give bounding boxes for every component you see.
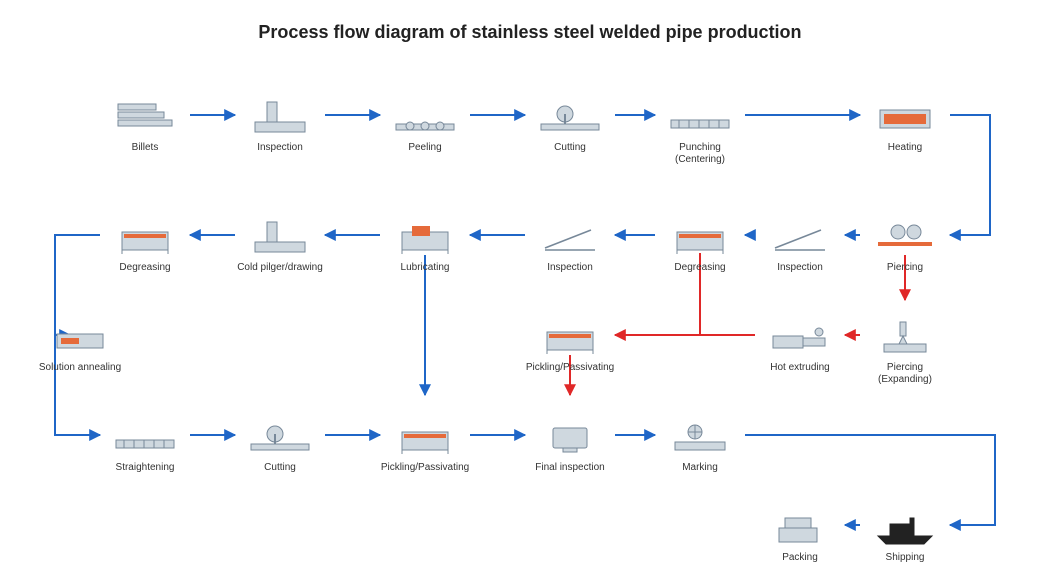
node-piercing2: Piercing (Expanding) (860, 320, 950, 385)
heating-icon (870, 100, 940, 138)
flow-lines (0, 0, 1060, 580)
piercing-label: Piercing (860, 262, 950, 274)
inspection2-icon (765, 220, 835, 258)
degreasing2-icon (110, 220, 180, 258)
lubricating-label: Lubricating (380, 262, 470, 274)
node-piercing: Piercing (860, 220, 950, 274)
solution-icon (45, 320, 115, 358)
node-lubricating: Lubricating (380, 220, 470, 274)
inspection1-icon (245, 100, 315, 138)
node-coldpilger: Cold pilger/drawing (235, 220, 325, 274)
node-peeling: Peeling (380, 100, 470, 154)
node-inspection3: Inspection (525, 220, 615, 274)
punching-label: Punching (Centering) (655, 142, 745, 165)
node-packing: Packing (755, 510, 845, 564)
hotextrude-label: Hot extruding (755, 362, 845, 374)
hotextrude-icon (765, 320, 835, 358)
piercing-icon (870, 220, 940, 258)
node-inspection2: Inspection (755, 220, 845, 274)
cutting2-icon (245, 420, 315, 458)
heating-label: Heating (860, 142, 950, 154)
shipping-label: Shipping (860, 552, 950, 564)
cutting1-label: Cutting (525, 142, 615, 154)
edge-5 (950, 115, 990, 235)
inspection3-icon (535, 220, 605, 258)
pickpass2-icon (390, 420, 460, 458)
node-punching: Punching (Centering) (655, 100, 745, 165)
node-degreasing2: Degreasing (100, 220, 190, 274)
marking-label: Marking (655, 462, 745, 474)
marking-icon (665, 420, 735, 458)
billets-label: Billets (100, 142, 190, 154)
cutting1-icon (535, 100, 605, 138)
node-shipping: Shipping (860, 510, 950, 564)
packing-label: Packing (755, 552, 845, 564)
straighten-icon (110, 420, 180, 458)
coldpilger-icon (245, 220, 315, 258)
node-cutting1: Cutting (525, 100, 615, 154)
coldpilger-label: Cold pilger/drawing (235, 262, 325, 274)
node-pickpass2: Pickling/Passivating (380, 420, 470, 474)
diagram-title: Process flow diagram of stainless steel … (0, 22, 1060, 43)
degreasing1-label: Degreasing (655, 262, 745, 274)
node-marking: Marking (655, 420, 745, 474)
inspection1-label: Inspection (235, 142, 325, 154)
finalinsp-icon (535, 420, 605, 458)
peeling-label: Peeling (380, 142, 470, 154)
node-cutting2: Cutting (235, 420, 325, 474)
node-billets: Billets (100, 100, 190, 154)
inspection2-label: Inspection (755, 262, 845, 274)
node-hotextrude: Hot extruding (755, 320, 845, 374)
node-degreasing1: Degreasing (655, 220, 745, 274)
shipping-icon (870, 510, 940, 548)
packing-icon (765, 510, 835, 548)
degreasing1-icon (665, 220, 735, 258)
billets-icon (110, 100, 180, 138)
piercing2-label: Piercing (Expanding) (860, 362, 950, 385)
node-finalinsp: Final inspection (525, 420, 615, 474)
cutting2-label: Cutting (235, 462, 325, 474)
finalinsp-label: Final inspection (525, 462, 615, 474)
lubricating-icon (390, 220, 460, 258)
punching-icon (665, 100, 735, 138)
node-straighten: Straightening (100, 420, 190, 474)
node-inspection1: Inspection (235, 100, 325, 154)
solution-label: Solution annealing (35, 362, 125, 374)
pickpass1-label: Pickling/Passivating (525, 362, 615, 374)
node-solution: Solution annealing (35, 320, 125, 374)
pickpass1-icon (535, 320, 605, 358)
inspection3-label: Inspection (525, 262, 615, 274)
pickpass2-label: Pickling/Passivating (380, 462, 470, 474)
degreasing2-label: Degreasing (100, 262, 190, 274)
straighten-label: Straightening (100, 462, 190, 474)
node-heating: Heating (860, 100, 950, 154)
node-pickpass1: Pickling/Passivating (525, 320, 615, 374)
peeling-icon (390, 100, 460, 138)
piercing2-icon (870, 320, 940, 358)
